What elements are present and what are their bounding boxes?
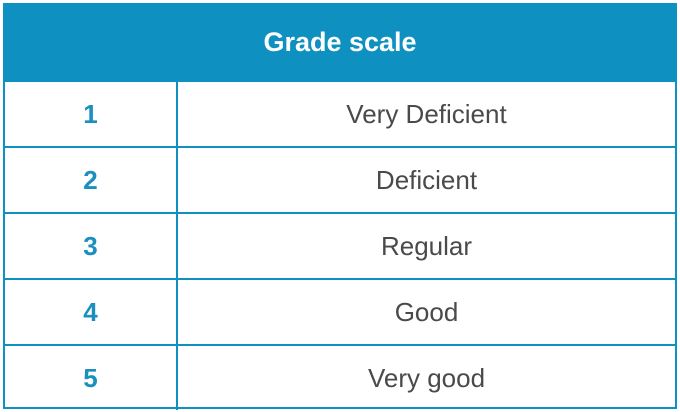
grade-number: 2 <box>5 148 178 212</box>
table-row: 3 Regular <box>5 212 675 278</box>
grade-label: Deficient <box>375 164 478 195</box>
table-row: 4 Good <box>5 278 675 344</box>
table-row: 1 Very Deficient <box>5 80 675 146</box>
table-row: 2 Deficient <box>5 146 675 212</box>
table-header: Grade scale <box>5 5 675 80</box>
grade-number: 5 <box>5 346 178 410</box>
grade-number: 4 <box>5 280 178 344</box>
grade-number: 1 <box>5 82 178 146</box>
table-row: 5 Very good <box>5 344 675 410</box>
grade-label: Good <box>394 296 459 327</box>
grade-scale-table: Grade scale 1 Very Deficient 2 Deficient… <box>3 3 677 410</box>
grade-label: Regular <box>380 230 473 261</box>
grade-label: Very Deficient <box>346 98 507 129</box>
grade-number: 3 <box>5 214 178 278</box>
grade-label: Very good <box>367 362 486 393</box>
